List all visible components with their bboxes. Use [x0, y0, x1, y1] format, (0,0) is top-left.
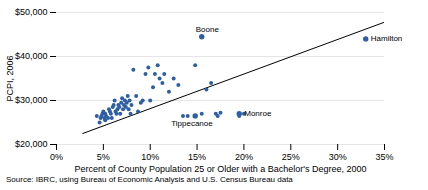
- svg-text:$30,000: $30,000: [15, 95, 48, 105]
- svg-text:30%: 30%: [329, 152, 347, 162]
- svg-text:Monroe: Monroe: [244, 109, 272, 118]
- svg-text:25%: 25%: [282, 152, 300, 162]
- svg-text:Percent of County Population 2: Percent of County Population 25 or Older…: [75, 164, 367, 174]
- svg-text:Tippecanoe: Tippecanoe: [171, 119, 213, 128]
- svg-text:0%: 0%: [50, 152, 63, 162]
- svg-text:20%: 20%: [235, 152, 253, 162]
- svg-text:15%: 15%: [188, 152, 206, 162]
- svg-text:Hamilton: Hamilton: [371, 34, 403, 43]
- html-text:Source: IBRC, using Bureau of: Source: IBRC, using Bureau of Economic A…: [6, 175, 293, 184]
- svg-text:$40,000: $40,000: [15, 51, 48, 61]
- svg-text:Boone: Boone: [196, 25, 220, 34]
- svg-text:$50,000: $50,000: [15, 7, 48, 17]
- svg-text:35%: 35%: [375, 152, 393, 162]
- svg-text:10%: 10%: [141, 152, 159, 162]
- svg-text:5%: 5%: [97, 152, 110, 162]
- svg-text:$20,000: $20,000: [15, 139, 48, 149]
- svg-text:PCPI, 2006: PCPI, 2006: [5, 55, 15, 101]
